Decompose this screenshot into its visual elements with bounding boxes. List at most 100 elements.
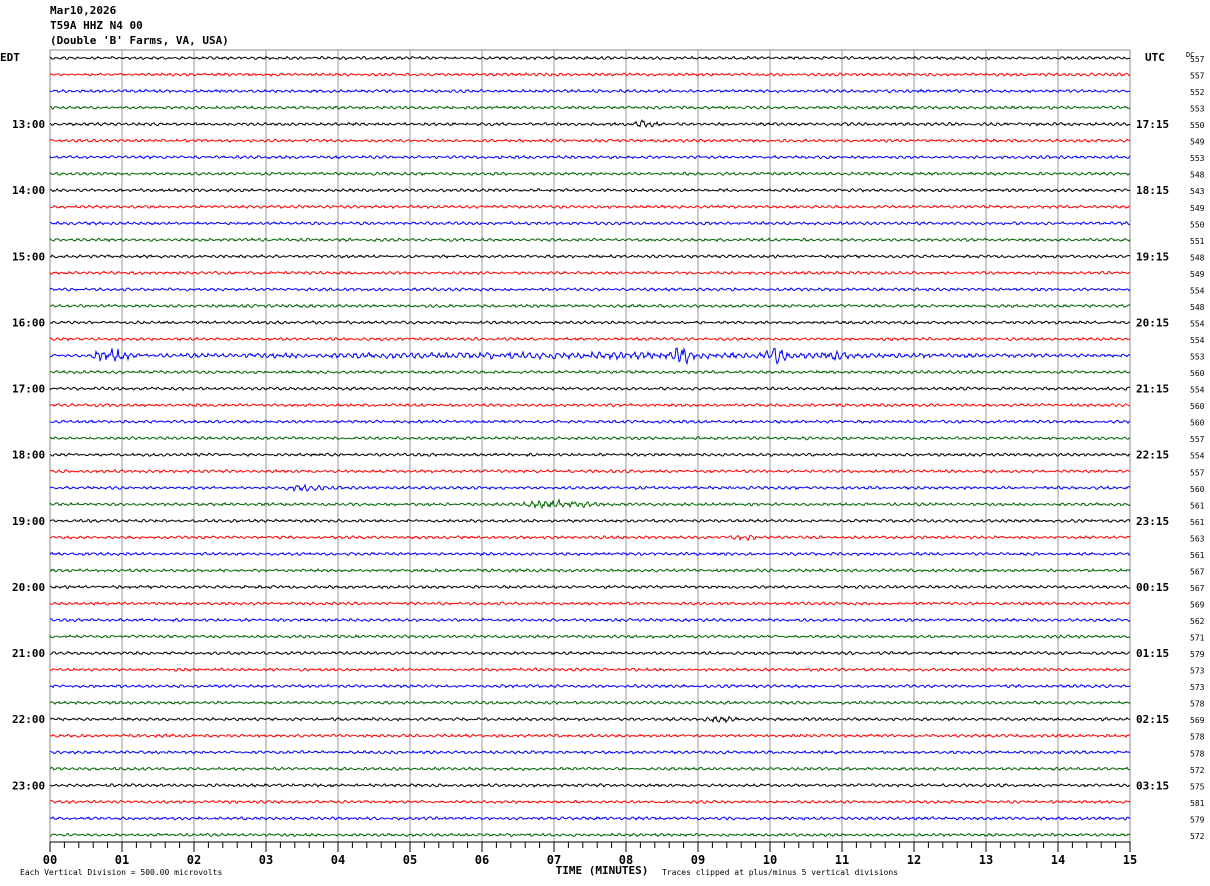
dc-value: 560 xyxy=(1190,402,1205,411)
trace-line xyxy=(49,171,1131,177)
dc-value: 560 xyxy=(1190,485,1205,494)
right-hour-label: 17:15 xyxy=(1136,118,1169,131)
trace-line xyxy=(49,733,1131,739)
scale-note: Each Vertical Division = 500.00 microvol… xyxy=(20,868,222,877)
x-tick-label: 07 xyxy=(547,853,561,867)
right-hour-label: 22:15 xyxy=(1136,449,1169,462)
trace-line xyxy=(49,518,1131,524)
dc-value: 553 xyxy=(1190,353,1205,362)
dc-value: 562 xyxy=(1190,617,1205,626)
trace-line xyxy=(49,369,1131,375)
dc-value: 561 xyxy=(1190,551,1205,560)
x-tick-label: 09 xyxy=(691,853,705,867)
dc-value: 543 xyxy=(1190,187,1205,196)
trace-line xyxy=(49,55,1131,61)
trace-line xyxy=(49,88,1131,94)
dc-value: 553 xyxy=(1190,105,1205,114)
dc-value: 573 xyxy=(1190,667,1205,676)
trace-line xyxy=(49,749,1131,755)
dc-value: 551 xyxy=(1190,237,1205,246)
left-hour-label: 16:00 xyxy=(12,316,45,329)
right-hour-label: 21:15 xyxy=(1136,383,1169,396)
trace-line xyxy=(49,303,1131,309)
dc-value: 569 xyxy=(1190,716,1205,725)
trace-line xyxy=(49,187,1131,193)
dc-value: 563 xyxy=(1190,534,1205,543)
x-tick-label: 01 xyxy=(115,853,129,867)
dc-value: 549 xyxy=(1190,270,1205,279)
trace-line xyxy=(49,584,1131,590)
dc-value: 561 xyxy=(1190,518,1205,527)
x-tick-label: 02 xyxy=(187,853,201,867)
x-tick-label: 08 xyxy=(619,853,633,867)
trace-line xyxy=(49,452,1131,458)
dc-value: 548 xyxy=(1190,303,1205,312)
dc-value: 578 xyxy=(1190,749,1205,758)
dc-value: 557 xyxy=(1190,435,1205,444)
x-tick-label: 03 xyxy=(259,853,273,867)
trace-line xyxy=(49,435,1131,441)
trace-line xyxy=(49,782,1130,788)
trace-line xyxy=(49,832,1131,838)
dc-value: 579 xyxy=(1190,815,1205,824)
trace-line xyxy=(49,204,1131,210)
left-hour-label: 19:00 xyxy=(12,515,45,528)
trace-line xyxy=(49,105,1131,110)
trace-line xyxy=(49,551,1131,557)
dc-value: 554 xyxy=(1190,336,1205,345)
x-tick-label: 15 xyxy=(1123,853,1137,867)
dc-value: 548 xyxy=(1190,171,1205,180)
dc-value: 557 xyxy=(1190,55,1205,64)
right-hour-label: 19:15 xyxy=(1136,250,1169,263)
dc-value: 550 xyxy=(1190,121,1205,130)
trace-line xyxy=(49,419,1131,425)
dc-value: 548 xyxy=(1190,253,1205,262)
trace-line xyxy=(49,154,1131,160)
trace-line xyxy=(49,497,1131,510)
trace-line xyxy=(49,119,1131,128)
dc-value: 569 xyxy=(1190,600,1205,609)
trace-line xyxy=(49,799,1131,805)
dc-value: 567 xyxy=(1190,584,1205,593)
x-tick-label: 00 xyxy=(43,853,57,867)
dc-value: 554 xyxy=(1190,386,1205,395)
x-tick-label: 04 xyxy=(331,853,345,867)
trace-line xyxy=(49,468,1131,474)
dc-value: 549 xyxy=(1190,138,1205,147)
dc-value: 554 xyxy=(1190,286,1205,295)
dc-value: 572 xyxy=(1190,832,1205,841)
right-hour-label: 23:15 xyxy=(1136,515,1169,528)
left-hour-label: 18:00 xyxy=(12,449,45,462)
trace-line xyxy=(49,567,1131,573)
dc-label: DC xyxy=(1186,51,1194,59)
right-hour-label: 02:15 xyxy=(1136,713,1169,726)
x-tick-label: 06 xyxy=(475,853,489,867)
dc-value: 554 xyxy=(1190,319,1205,328)
x-tick-label: 13 xyxy=(979,853,993,867)
trace-line xyxy=(49,220,1131,226)
x-tick-label: 14 xyxy=(1051,853,1065,867)
dc-value: 560 xyxy=(1190,419,1205,428)
date-label: Mar10,2026 xyxy=(50,4,117,17)
trace-line xyxy=(49,700,1131,706)
left-hour-label: 17:00 xyxy=(12,383,45,396)
left-hour-label: 23:00 xyxy=(12,779,45,792)
trace-line xyxy=(49,683,1131,689)
trace-line xyxy=(49,402,1131,408)
x-tick-label: 10 xyxy=(763,853,777,867)
trace-line xyxy=(49,617,1131,623)
dc-value: 557 xyxy=(1190,72,1205,81)
dc-value: 579 xyxy=(1190,650,1205,659)
dc-value: 578 xyxy=(1190,700,1205,709)
trace-line xyxy=(49,347,1131,366)
trace-line xyxy=(49,650,1131,656)
trace-line xyxy=(49,534,1131,542)
right-hour-label: 03:15 xyxy=(1136,779,1169,792)
right-hour-label: 18:15 xyxy=(1136,184,1169,197)
right-hour-label: 01:15 xyxy=(1136,647,1169,660)
trace-line xyxy=(49,634,1130,640)
x-tick-label: 05 xyxy=(403,853,417,867)
trace-line xyxy=(49,237,1131,243)
dc-value: 553 xyxy=(1190,154,1205,163)
